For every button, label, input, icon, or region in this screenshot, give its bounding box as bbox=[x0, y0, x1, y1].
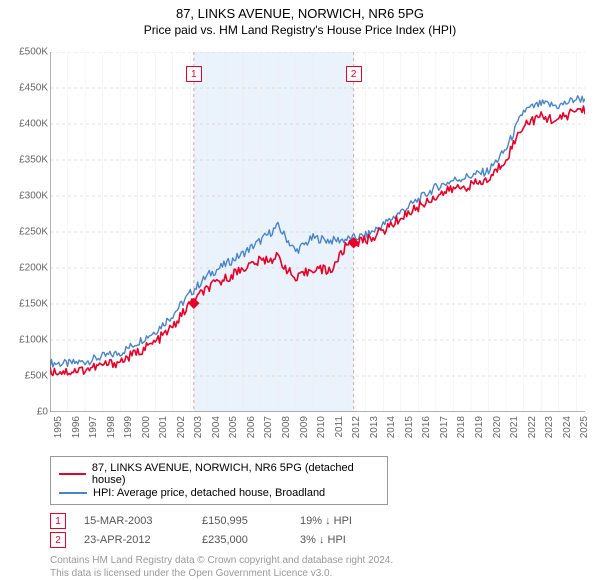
y-axis-label: £400K bbox=[4, 119, 48, 130]
chart-area bbox=[50, 52, 585, 412]
x-axis-label: 1997 bbox=[88, 416, 99, 438]
x-axis-label: 1996 bbox=[71, 416, 82, 438]
x-axis-label: 2014 bbox=[386, 416, 397, 438]
legend-row: HPI: Average price, detached house, Broa… bbox=[59, 487, 379, 499]
x-axis-label: 2015 bbox=[404, 416, 415, 438]
y-axis-label: £50K bbox=[4, 371, 48, 382]
legend-area: 87, LINKS AVENUE, NORWICH, NR6 5PG (deta… bbox=[50, 456, 585, 580]
y-axis-label: £200K bbox=[4, 263, 48, 274]
y-axis-label: £0 bbox=[4, 407, 48, 418]
x-axis-label: 2013 bbox=[369, 416, 380, 438]
x-axis-label: 2022 bbox=[527, 416, 538, 438]
x-axis-label: 2025 bbox=[579, 416, 590, 438]
x-axis-label: 2021 bbox=[509, 416, 520, 438]
x-axis-label: 2016 bbox=[421, 416, 432, 438]
x-axis-label: 2003 bbox=[193, 416, 204, 438]
y-axis-label: £300K bbox=[4, 191, 48, 202]
x-axis-label: 1999 bbox=[123, 416, 134, 438]
x-axis-label: 1995 bbox=[53, 416, 64, 438]
x-axis-label: 2024 bbox=[562, 416, 573, 438]
y-axis-label: £500K bbox=[4, 47, 48, 58]
x-axis-label: 2005 bbox=[228, 416, 239, 438]
y-axis-label: £100K bbox=[4, 335, 48, 346]
chart-container: 87, LINKS AVENUE, NORWICH, NR6 5PG Price… bbox=[0, 6, 600, 566]
sale-price: £150,995 bbox=[202, 515, 282, 527]
x-axis-label: 2023 bbox=[544, 416, 555, 438]
page-title: 87, LINKS AVENUE, NORWICH, NR6 5PG bbox=[0, 6, 600, 21]
x-axis-label: 2004 bbox=[211, 416, 222, 438]
y-axis-label: £450K bbox=[4, 83, 48, 94]
footer-line-2: This data is licensed under the Open Gov… bbox=[50, 567, 585, 580]
x-axis-label: 2001 bbox=[158, 416, 169, 438]
x-axis-label: 2006 bbox=[246, 416, 257, 438]
x-axis-label: 2008 bbox=[281, 416, 292, 438]
page-subtitle: Price paid vs. HM Land Registry's House … bbox=[0, 23, 600, 37]
sale-price: £235,000 bbox=[202, 534, 282, 546]
sales-table: 1 15-MAR-2003 £150,995 19% ↓ HPI 2 23-APR-201… bbox=[50, 513, 585, 548]
y-axis-label: £250K bbox=[4, 227, 48, 238]
y-axis-label: £150K bbox=[4, 299, 48, 310]
x-axis-label: 2009 bbox=[299, 416, 310, 438]
sale-row: 1 15-MAR-2003 £150,995 19% ↓ HPI bbox=[50, 513, 585, 529]
sale-marker-2: 2 bbox=[346, 66, 362, 82]
price-chart bbox=[50, 52, 585, 412]
x-axis-label: 2019 bbox=[474, 416, 485, 438]
sale-row: 2 23-APR-2012 £235,000 3% ↓ HPI bbox=[50, 532, 585, 548]
x-axis-label: 2002 bbox=[176, 416, 187, 438]
x-axis-label: 2018 bbox=[456, 416, 467, 438]
x-axis-label: 2000 bbox=[141, 416, 152, 438]
legend-swatch bbox=[59, 492, 87, 494]
legend-box: 87, LINKS AVENUE, NORWICH, NR6 5PG (deta… bbox=[50, 456, 388, 505]
sale-diff: 19% ↓ HPI bbox=[300, 515, 390, 527]
legend-label: HPI: Average price, detached house, Broa… bbox=[93, 487, 325, 499]
x-axis-label: 2017 bbox=[439, 416, 450, 438]
footer-line-1: Contains HM Land Registry data © Crown c… bbox=[50, 554, 585, 567]
legend-label: 87, LINKS AVENUE, NORWICH, NR6 5PG (deta… bbox=[92, 462, 379, 486]
sale-row-marker: 2 bbox=[50, 532, 66, 548]
x-axis-label: 2012 bbox=[351, 416, 362, 438]
sale-date: 15-MAR-2003 bbox=[84, 515, 184, 527]
legend-row: 87, LINKS AVENUE, NORWICH, NR6 5PG (deta… bbox=[59, 462, 379, 486]
sale-row-marker: 1 bbox=[50, 513, 66, 529]
x-axis-label: 2020 bbox=[492, 416, 503, 438]
x-axis-label: 2011 bbox=[334, 416, 345, 438]
x-axis-label: 1998 bbox=[106, 416, 117, 438]
x-axis-label: 2010 bbox=[316, 416, 327, 438]
x-axis-label: 2007 bbox=[263, 416, 274, 438]
sale-marker-1: 1 bbox=[186, 66, 202, 82]
y-axis-label: £350K bbox=[4, 155, 48, 166]
sale-date: 23-APR-2012 bbox=[84, 534, 184, 546]
footer-attribution: Contains HM Land Registry data © Crown c… bbox=[50, 554, 585, 580]
sale-diff: 3% ↓ HPI bbox=[300, 534, 390, 546]
legend-swatch bbox=[59, 473, 86, 475]
